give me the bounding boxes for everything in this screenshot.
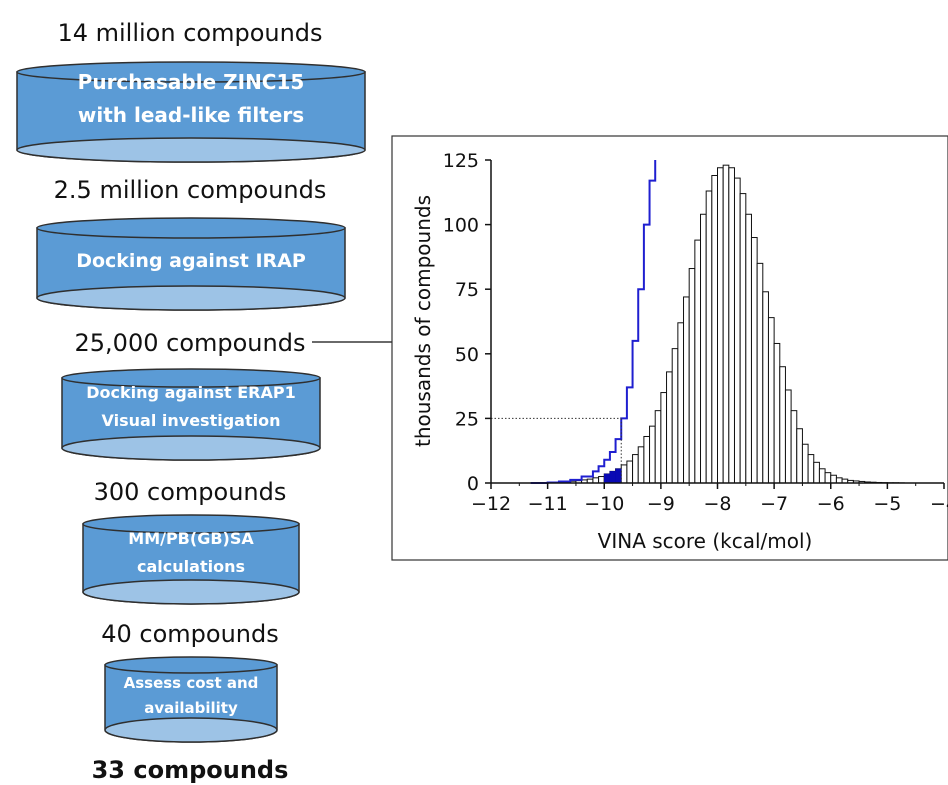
cumulative-line <box>530 160 657 484</box>
histogram-bar <box>745 213 752 484</box>
histogram-bar <box>683 296 690 484</box>
stage-label: Docking against ERAP1 <box>86 383 295 402</box>
histogram-bar <box>677 322 685 484</box>
cylinder-top <box>61 368 321 388</box>
histogram-bar <box>824 472 832 484</box>
histogram-bar <box>711 175 719 484</box>
y-tick-label: 75 <box>455 279 479 301</box>
stage-label: availability <box>144 699 238 717</box>
histogram-bar <box>637 446 645 484</box>
histogram-bar <box>818 468 826 484</box>
histogram-bar <box>807 454 815 484</box>
histogram-bar <box>598 476 605 484</box>
cylinder-base <box>104 717 278 743</box>
stage-label: with lead-like filters <box>78 103 304 127</box>
histogram-bar <box>700 213 707 484</box>
axes: −12 −11 −10 −9 −8 −7 −6 −5 −4 0 25 50 75 100 125 <box>443 150 948 515</box>
histogram-bar <box>705 190 713 484</box>
y-tick-label: 100 <box>443 215 479 237</box>
count-label: 300 compounds <box>94 478 287 506</box>
cylinder-stage-3: Docking against ERAP1 Visual investigati… <box>61 368 321 461</box>
histogram-bar <box>773 342 781 484</box>
cylinder-top <box>16 61 366 83</box>
x-tick-label: −11 <box>528 493 568 515</box>
y-tick-label: 125 <box>443 150 479 172</box>
selected-bar <box>604 473 611 484</box>
pipeline: 14 million compounds Purchasable ZINC15 … <box>16 19 392 784</box>
y-tick-label: 0 <box>467 473 479 495</box>
y-tick-label: 50 <box>455 344 479 366</box>
histogram-bar <box>722 164 730 484</box>
x-tick-label: −4 <box>930 493 948 515</box>
histogram-bar <box>733 177 741 484</box>
x-tick-label: −7 <box>760 493 788 515</box>
stage-label: Docking against IRAP <box>76 250 306 272</box>
cylinder-top <box>36 217 346 239</box>
histogram-bar <box>671 348 679 484</box>
stage-label: Purchasable ZINC15 <box>78 70 305 94</box>
x-tick-label: −6 <box>817 493 845 515</box>
cylinder-stage-5: Assess cost and availability <box>104 656 278 743</box>
guide-lines <box>491 417 622 483</box>
count-label: 14 million compounds <box>57 19 322 47</box>
stage-label: Visual investigation <box>102 411 281 430</box>
histogram-bar <box>626 460 634 484</box>
histogram-bar <box>796 428 803 484</box>
histogram-bar <box>750 237 758 484</box>
histogram-bar <box>762 291 769 484</box>
cylinder-top <box>104 656 278 674</box>
histogram-bar <box>694 239 702 484</box>
x-tick-label: −8 <box>703 493 731 515</box>
count-label: 2.5 million compounds <box>54 176 327 204</box>
histogram-bar <box>728 167 735 484</box>
histogram-bar <box>632 454 639 484</box>
cylinder-base <box>16 137 366 163</box>
histogram-bar <box>830 474 837 484</box>
cylinder-base <box>36 285 346 311</box>
cylinder-stage-4: MM/PB(GB)SA calculations <box>82 514 300 605</box>
x-tick-label: −10 <box>584 493 624 515</box>
histogram-chart: −12 −11 −10 −9 −8 −7 −6 −5 −4 0 25 50 75 100 125 VINA … <box>411 150 948 553</box>
stage-label: MM/PB(GB)SA <box>128 529 254 548</box>
histogram-bar <box>717 167 724 484</box>
histogram-bar <box>767 317 775 484</box>
histogram-bar <box>756 262 764 484</box>
count-label: 25,000 compounds <box>75 329 306 357</box>
y-axis-label: thousands of compounds <box>411 195 435 447</box>
histogram-bar <box>660 392 668 484</box>
histogram-bar <box>620 464 628 484</box>
selected-bar <box>615 468 622 484</box>
count-label: 40 compounds <box>101 620 279 648</box>
x-tick-label: −5 <box>873 493 901 515</box>
histogram-bar <box>643 435 651 484</box>
stage-label: Assess cost and <box>124 674 259 692</box>
cylinder-top <box>82 514 300 534</box>
histogram-bar <box>801 443 809 484</box>
stage-label: calculations <box>137 557 245 576</box>
x-tick-label: −12 <box>471 493 511 515</box>
count-label-final: 33 compounds <box>92 756 289 784</box>
histogram-bar <box>835 477 843 484</box>
cylinder-base <box>82 579 300 605</box>
cylinder-stage-2: Docking against IRAP <box>36 217 346 311</box>
histogram-bar <box>784 389 792 484</box>
x-tick-label: −9 <box>647 493 675 515</box>
histogram-bar <box>666 371 673 484</box>
histogram-bar <box>790 410 798 484</box>
histogram-bar <box>739 193 747 484</box>
histogram-bar <box>654 410 662 484</box>
y-tick-label: 25 <box>455 408 479 430</box>
histogram-bar <box>592 477 600 484</box>
selected-bar <box>609 471 616 484</box>
histogram-bar <box>813 461 820 484</box>
cylinder-base <box>61 435 321 461</box>
histogram-bar <box>649 425 656 484</box>
cylinder-stage-1: Purchasable ZINC15 with lead-like filter… <box>16 61 366 163</box>
histogram-bars <box>535 164 905 484</box>
chart-frame <box>391 135 948 561</box>
x-axis-label: VINA score (kcal/mol) <box>598 529 813 553</box>
histogram-bar <box>688 268 696 484</box>
histogram-bar <box>779 366 786 484</box>
